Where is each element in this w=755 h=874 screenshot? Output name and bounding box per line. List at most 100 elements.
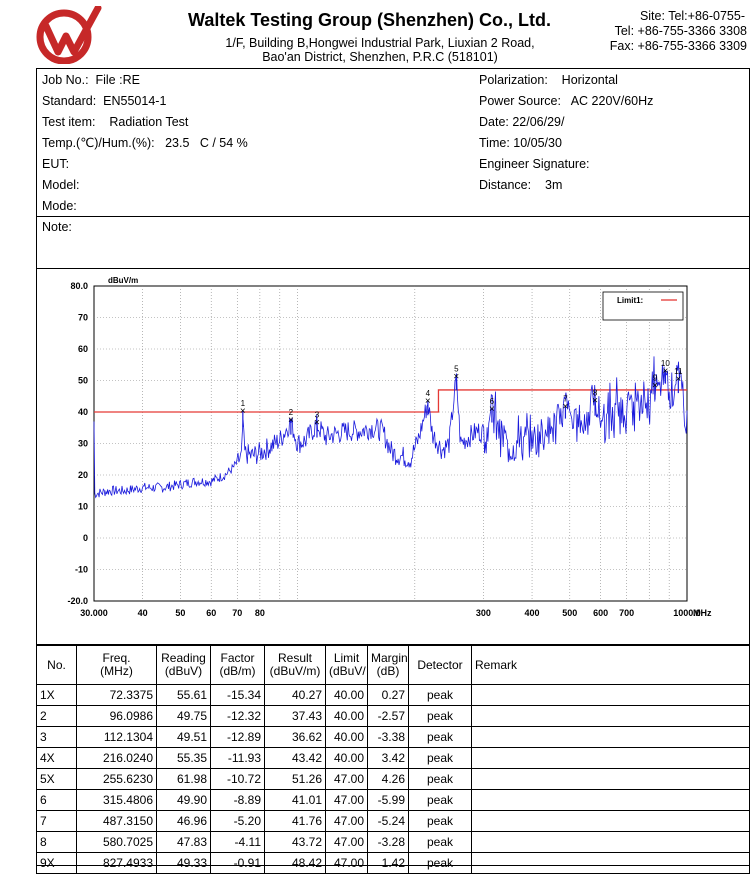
table-cell: 112.1304 xyxy=(76,726,157,748)
table-cell xyxy=(471,726,750,748)
plot-area xyxy=(93,285,688,602)
peak-marker: × xyxy=(314,418,320,429)
table-cell: peak xyxy=(408,852,472,874)
peak-marker: × xyxy=(489,404,495,415)
table-row: 1X 72.3375 55.61 -15.34 40.27 40.00 0.27 peak xyxy=(36,684,750,706)
table-cell: 9X xyxy=(36,852,77,874)
fax-line: Fax: +86-755-3366 3309 xyxy=(609,39,747,53)
table-cell: -8.89 xyxy=(210,789,265,811)
eut: EUT: xyxy=(42,157,70,171)
y-tick-label: 80.0 xyxy=(70,281,88,291)
table-cell xyxy=(471,747,750,769)
table-cell: 47.00 xyxy=(325,789,368,811)
table-header-cell: Factor (dB/m) xyxy=(210,645,265,685)
results-table: No. Freq. (MHz) Reading (dBuV) Factor (dB/m) Re… xyxy=(36,645,750,874)
table-cell: 580.7025 xyxy=(76,831,157,853)
table-cell: 49.33 xyxy=(156,852,211,874)
peak-marker: × xyxy=(662,366,668,377)
table-cell: -10.72 xyxy=(210,768,265,790)
tel-line: Tel: +86-755-3366 3308 xyxy=(614,24,747,38)
y-tick-label: 20 xyxy=(78,470,88,480)
peak-marker-label: 1 xyxy=(241,399,246,408)
table-cell: -3.28 xyxy=(367,831,409,853)
table-cell: 0.27 xyxy=(367,684,409,706)
table-cell: 49.51 xyxy=(156,726,211,748)
table-cell: 55.35 xyxy=(156,747,211,769)
y-tick-label: -20.0 xyxy=(67,596,88,606)
x-tick-label: 1000.0 xyxy=(673,608,701,618)
peak-marker: × xyxy=(240,406,246,417)
peak-marker: × xyxy=(652,380,658,391)
company-address: 1/F, Building B,Hongwei Industrial Park,… xyxy=(190,36,570,64)
table-body: 1X 72.3375 55.61 -15.34 40.27 40.00 0.27 peak 2 9… xyxy=(36,684,750,874)
table-cell: 40.00 xyxy=(325,684,368,706)
distance: Distance: 3m xyxy=(479,178,563,192)
table-cell: peak xyxy=(408,684,472,706)
peak-marker-label: 6 xyxy=(490,397,495,406)
table-cell: 40.27 xyxy=(264,684,326,706)
legend-label: Limit1: xyxy=(617,296,643,305)
table-row: 8 580.7025 47.83 -4.11 43.72 47.00 -3.28 peak xyxy=(36,831,750,853)
note: Note: xyxy=(42,217,72,238)
table-cell: 47.00 xyxy=(325,852,368,874)
table-cell: 41.76 xyxy=(264,810,326,832)
table-cell: 315.4806 xyxy=(76,789,157,811)
table-cell: -5.24 xyxy=(367,810,409,832)
peak-marker: × xyxy=(425,396,431,407)
table-cell: -5.99 xyxy=(367,789,409,811)
table-cell: 4.26 xyxy=(367,768,409,790)
table-cell: 40.00 xyxy=(325,726,368,748)
table-header-cell: No. xyxy=(36,645,77,685)
x-tick-label: 50 xyxy=(175,608,185,618)
table-cell xyxy=(471,810,750,832)
table-cell: 55.61 xyxy=(156,684,211,706)
emission-chart: 80.0 70 60 50 40 30 20 10 0 -10 -20.0 30.000 40 50 60 7… xyxy=(36,268,750,644)
legend-box xyxy=(602,291,684,321)
y-tick-label: 0 xyxy=(83,533,88,543)
table-cell: 827.4933 xyxy=(76,852,157,874)
table-cell: -12.89 xyxy=(210,726,265,748)
table-cell xyxy=(471,831,750,853)
date: Date: 22/06/29/ xyxy=(479,115,565,129)
site-line: Site: Tel:+86-0755- xyxy=(639,9,745,23)
table-row: 4X 216.0240 55.35 -11.93 43.42 40.00 3.42 peak xyxy=(36,747,750,769)
table-cell: 96.0986 xyxy=(76,705,157,727)
table-cell xyxy=(471,789,750,811)
table-cell: peak xyxy=(408,810,472,832)
chart-svg: 80.0 70 60 50 40 30 20 10 0 -10 -20.0 30.000 40 50 60 7… xyxy=(67,276,712,618)
peak-marker-label: 5 xyxy=(454,365,459,374)
table-cell: 72.3375 xyxy=(76,684,157,706)
peak-marker: × xyxy=(675,374,681,385)
peak-marker-label: 10 xyxy=(661,359,670,368)
table-cell: 43.72 xyxy=(264,831,326,853)
table-cell: 46.96 xyxy=(156,810,211,832)
x-tick-label: 300 xyxy=(476,608,491,618)
table-row: 5X 255.6230 61.98 -10.72 51.26 47.00 4.26 peak xyxy=(36,768,750,790)
contact-block: Site: Tel:+86-0755- Tel: +86-755-3366 33… xyxy=(577,9,747,54)
table-cell: 51.26 xyxy=(264,768,326,790)
table-cell: peak xyxy=(408,789,472,811)
time: Time: 10/05/30 xyxy=(479,136,562,150)
table-cell: 216.0240 xyxy=(76,747,157,769)
table-cell: -0.91 xyxy=(210,852,265,874)
peak-marker: × xyxy=(563,401,569,412)
temp-hum: Temp.(℃)/Hum.(%): 23.5 C / 54 % xyxy=(42,136,248,150)
table-cell: 48.42 xyxy=(264,852,326,874)
y-tick-label: 70 xyxy=(78,313,88,323)
y-tick-label: 10 xyxy=(78,502,88,512)
table-cell: peak xyxy=(408,726,472,748)
y-tick-label: 40 xyxy=(78,407,88,417)
table-cell: 3.42 xyxy=(367,747,409,769)
y-axis-unit: dBuV/m xyxy=(108,276,138,285)
table-header-cell: Reading (dBuV) xyxy=(156,645,211,685)
company-name: Waltek Testing Group (Shenzhen) Co., Ltd… xyxy=(188,10,551,30)
chart-bottom-divider xyxy=(36,644,750,645)
table-header-cell: Detector xyxy=(408,645,472,685)
table-cell: 8 xyxy=(36,831,77,853)
table-row: 7 487.3150 46.96 -5.20 41.76 47.00 -5.24 peak xyxy=(36,810,750,832)
x-tick-label: 400 xyxy=(525,608,540,618)
peak-marker: × xyxy=(288,415,294,426)
table-cell: -15.34 xyxy=(210,684,265,706)
x-tick-label: 700 xyxy=(619,608,634,618)
table-cell: 7 xyxy=(36,810,77,832)
